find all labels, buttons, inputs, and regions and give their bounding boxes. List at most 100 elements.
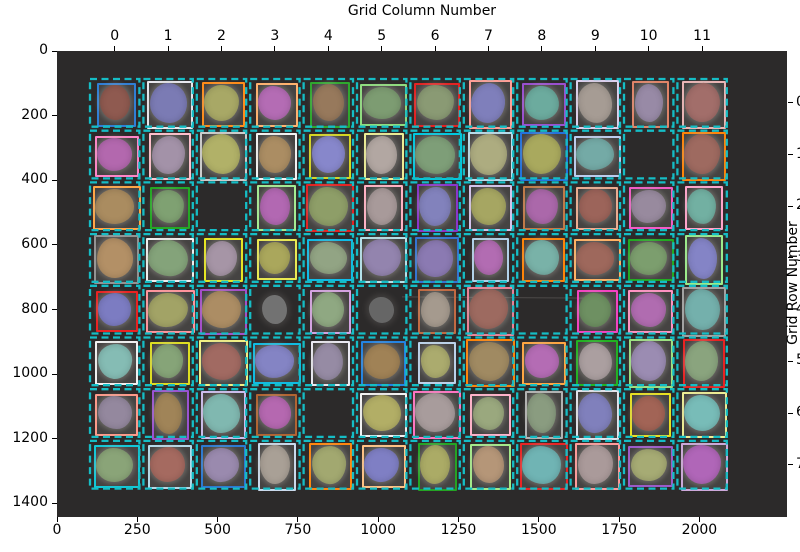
seed-mask-blob bbox=[420, 291, 451, 328]
seed-mask-blob bbox=[95, 136, 134, 173]
seed-mask-blob bbox=[365, 186, 398, 226]
seed-mask-blob bbox=[97, 396, 132, 430]
seed-bounding-box bbox=[361, 341, 407, 386]
seed-mask-blob bbox=[258, 444, 292, 486]
unboxed-seed bbox=[367, 294, 397, 325]
seed-bounding-box bbox=[92, 186, 141, 231]
seed-bounding-box bbox=[256, 239, 297, 281]
tick-mark bbox=[788, 154, 793, 156]
seed-mask-blob bbox=[682, 133, 722, 177]
seed-bounding-box bbox=[256, 133, 298, 180]
tick-mark bbox=[648, 46, 650, 51]
seed-mask-blob bbox=[470, 187, 507, 226]
tick-mark bbox=[167, 46, 169, 51]
seed-mask-blob bbox=[151, 343, 185, 380]
seed-mask-blob bbox=[202, 392, 241, 434]
seed-bounding-box bbox=[151, 390, 189, 440]
tick-label: 2 bbox=[217, 28, 226, 44]
seed-mask-blob bbox=[202, 446, 241, 484]
seed-mask-blob bbox=[686, 187, 718, 225]
seed-bounding-box bbox=[682, 80, 727, 129]
seed-mask-blob bbox=[576, 391, 615, 435]
tick-label: 400 bbox=[21, 171, 48, 188]
seed-bounding-box bbox=[628, 338, 673, 388]
seed-mask-blob bbox=[149, 446, 187, 483]
seed-mask-blob bbox=[311, 291, 346, 328]
seed-mask-blob bbox=[362, 86, 401, 120]
tick-label: 0 bbox=[796, 94, 800, 110]
seed-bounding-box bbox=[682, 338, 726, 389]
seed-mask-blob bbox=[632, 395, 666, 431]
seed-bounding-box bbox=[149, 341, 191, 385]
seed-mask-blob bbox=[362, 239, 402, 277]
seed-bounding-box bbox=[252, 342, 302, 385]
seed-mask-blob bbox=[630, 292, 667, 327]
seed-bounding-box bbox=[575, 442, 620, 491]
tick-label: 3 bbox=[270, 28, 280, 44]
tick-mark bbox=[274, 46, 276, 51]
seed-bounding-box bbox=[466, 339, 515, 388]
seed-mask-blob bbox=[578, 189, 612, 224]
seed-bounding-box bbox=[309, 289, 351, 334]
seed-mask-blob bbox=[419, 444, 452, 486]
tick-label: 6 bbox=[430, 28, 440, 44]
seed-bounding-box bbox=[627, 239, 674, 281]
tick-mark bbox=[377, 517, 379, 522]
seed-mask-blob bbox=[258, 241, 291, 275]
seed-mask-blob bbox=[416, 238, 454, 278]
seed-bounding-box bbox=[470, 443, 511, 490]
seed-bounding-box bbox=[575, 390, 619, 440]
seed-mask-blob bbox=[200, 289, 243, 330]
tick-mark bbox=[788, 412, 793, 414]
seed-bounding-box bbox=[573, 135, 621, 178]
right-axis-label: Grid Row Number bbox=[785, 221, 800, 345]
seed-mask-blob bbox=[203, 84, 240, 122]
tick-mark bbox=[136, 517, 138, 522]
seed-mask-blob bbox=[312, 83, 345, 122]
tick-mark bbox=[52, 502, 57, 504]
seed-bounding-box bbox=[522, 237, 566, 282]
tick-label: 250 bbox=[123, 522, 151, 538]
seed-mask-blob bbox=[414, 393, 456, 433]
seed-mask-blob bbox=[310, 444, 347, 486]
seed-mask-blob bbox=[630, 340, 667, 382]
seed-bounding-box bbox=[628, 187, 673, 230]
seed-mask-blob bbox=[366, 135, 398, 174]
seed-mask-blob bbox=[368, 295, 396, 324]
seed-bounding-box bbox=[363, 133, 404, 180]
tick-mark bbox=[458, 517, 459, 522]
seed-bounding-box bbox=[149, 133, 191, 181]
seed-bounding-box bbox=[203, 238, 244, 282]
tick-label: 5 bbox=[796, 352, 800, 368]
seed-bounding-box bbox=[309, 133, 352, 180]
seed-bounding-box bbox=[309, 443, 352, 491]
seed-bounding-box bbox=[576, 186, 619, 230]
tick-mark bbox=[618, 517, 620, 522]
seed-mask-blob bbox=[362, 446, 401, 484]
seed-mask-blob bbox=[577, 445, 614, 485]
tick-label: 7 bbox=[484, 28, 493, 44]
seed-mask-blob bbox=[579, 292, 612, 327]
tick-mark bbox=[52, 438, 57, 440]
seed-bounding-box bbox=[576, 290, 618, 334]
seed-mask-blob bbox=[202, 133, 241, 176]
seed-bounding-box bbox=[632, 81, 670, 129]
tick-label: 8 bbox=[537, 28, 547, 44]
tick-mark bbox=[52, 373, 57, 375]
seed-mask-blob bbox=[151, 188, 185, 224]
seed-mask-blob bbox=[97, 292, 133, 327]
tick-label: 1000 bbox=[360, 522, 396, 538]
seed-mask-blob bbox=[683, 394, 721, 432]
seed-bounding-box bbox=[418, 289, 457, 334]
tick-mark bbox=[217, 517, 219, 522]
seed-mask-blob bbox=[98, 84, 132, 122]
tick-mark bbox=[52, 115, 57, 117]
seed-bounding-box bbox=[361, 445, 406, 489]
seed-mask-blob bbox=[523, 84, 561, 122]
seed-bounding-box bbox=[412, 133, 462, 180]
grid-cell-outline bbox=[516, 284, 568, 335]
tick-mark bbox=[788, 102, 793, 104]
seed-bounding-box bbox=[629, 393, 672, 437]
tick-label: 800 bbox=[21, 300, 48, 317]
seed-mask-blob bbox=[413, 134, 457, 175]
